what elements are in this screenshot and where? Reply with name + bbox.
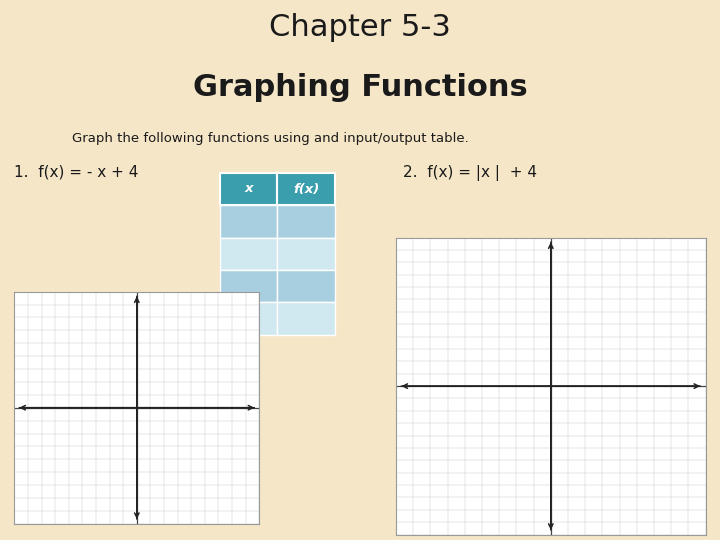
Text: f(x): f(x) — [293, 183, 319, 195]
Bar — [277, 205, 335, 238]
Bar — [277, 238, 335, 270]
Text: 2.  f(x) = |x |  + 4: 2. f(x) = |x | + 4 — [403, 165, 537, 181]
Bar — [277, 173, 335, 205]
Bar — [220, 302, 277, 335]
Text: Graphing Functions: Graphing Functions — [193, 73, 527, 102]
Bar — [220, 270, 277, 302]
Bar — [220, 173, 277, 205]
Text: Chapter 5-3: Chapter 5-3 — [269, 14, 451, 43]
Bar — [220, 205, 277, 238]
Text: Graph the following functions using and input/output table.: Graph the following functions using and … — [72, 132, 469, 145]
Text: x: x — [244, 183, 253, 195]
Text: 1.  f(x) = - x + 4: 1. f(x) = - x + 4 — [14, 165, 139, 180]
Bar — [277, 270, 335, 302]
Bar — [220, 238, 277, 270]
Bar — [277, 302, 335, 335]
